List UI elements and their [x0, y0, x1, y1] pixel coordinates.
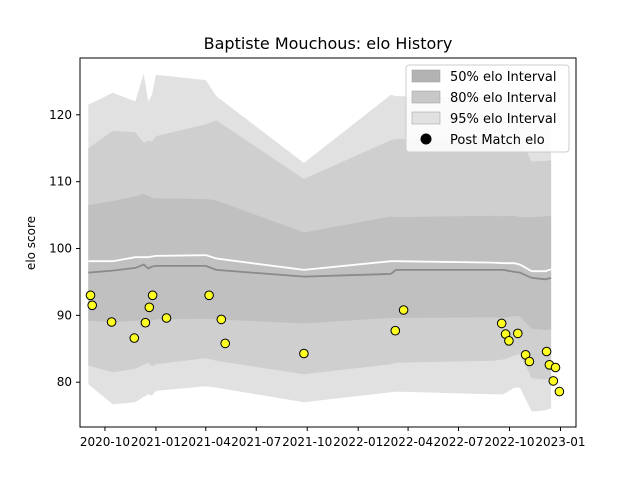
post-match-point-9 [204, 290, 214, 301]
axes-frame [79, 57, 577, 428]
x-tick-label-5: 2021-10 [282, 435, 332, 449]
chart-title: Baptiste Mouchous: elo History [204, 34, 453, 53]
x-tick-label-8: 2022-07 [433, 435, 483, 449]
post-match-point-17 [504, 336, 514, 346]
y-tick-label-5: 120 [49, 108, 72, 122]
post-match-point-7 [147, 290, 158, 301]
post-match-point-13 [390, 325, 401, 336]
y-tick-label-2: 90 [57, 308, 72, 322]
post-match-point-11 [220, 338, 230, 349]
x-tick-label-6: 2022-01 [333, 435, 383, 449]
x-tick-label-9: 2022-10 [484, 435, 534, 449]
y-axis-label: elo score [24, 216, 38, 270]
upper-line [88, 254, 552, 273]
y-tick-label-1: 80 [57, 375, 72, 389]
post-match-point-21 [541, 346, 552, 357]
legend-label-2: 80% elo Interval [450, 91, 557, 106]
y-tick-label-3: 100 [49, 242, 72, 256]
x-tick-label-7: 2022-04 [383, 435, 433, 449]
legend-label-3: 95% elo Interval [450, 112, 557, 127]
post-match-point-1 [85, 290, 96, 301]
y-tick-label-4: 110 [49, 175, 72, 189]
legend-box [405, 64, 570, 153]
x-tick-label-1: 2020-10 [80, 435, 130, 449]
mean-line [88, 263, 552, 281]
x-tick-label-3: 2021-04 [181, 435, 231, 449]
post-match-point-3 [106, 317, 117, 327]
x-tick-label-2: 2021-01 [131, 435, 181, 449]
legend-label-4: Post Match elo [450, 133, 545, 148]
post-match-point-8 [161, 313, 172, 323]
legend-swatch-2 [411, 90, 441, 104]
post-match-point-23 [548, 376, 559, 386]
axes: 80 90 100 110 120 2020-10 2021-01 2021-04 2021-0… [49, 57, 586, 449]
plot-area [85, 73, 565, 412]
post-match-point-25 [554, 386, 565, 397]
post-match-point-24 [550, 362, 561, 373]
post-match-point-2 [87, 300, 97, 311]
post-match-point-18 [513, 328, 523, 339]
legend-swatch-1 [411, 69, 441, 83]
legend-swatch-3 [411, 111, 441, 125]
post-match-point-10 [216, 314, 227, 325]
post-match-point-6 [144, 302, 155, 313]
post-match-point-12 [299, 348, 309, 359]
x-tick-label-10: 2023-01 [535, 435, 585, 449]
x-tick-label-4: 2021-07 [231, 435, 281, 449]
post-match-point-4 [129, 333, 140, 343]
band-3 [88, 193, 552, 331]
post-match-point-5 [140, 317, 151, 328]
legend-marker-4 [420, 133, 432, 145]
legend-label-1: 50% elo Interval [450, 70, 557, 85]
post-match-point-14 [398, 305, 409, 315]
post-match-point-15 [496, 318, 507, 329]
legend: 50% elo Interval 80% elo Interval 95% elo … [405, 64, 570, 153]
post-match-point-20 [524, 356, 535, 367]
